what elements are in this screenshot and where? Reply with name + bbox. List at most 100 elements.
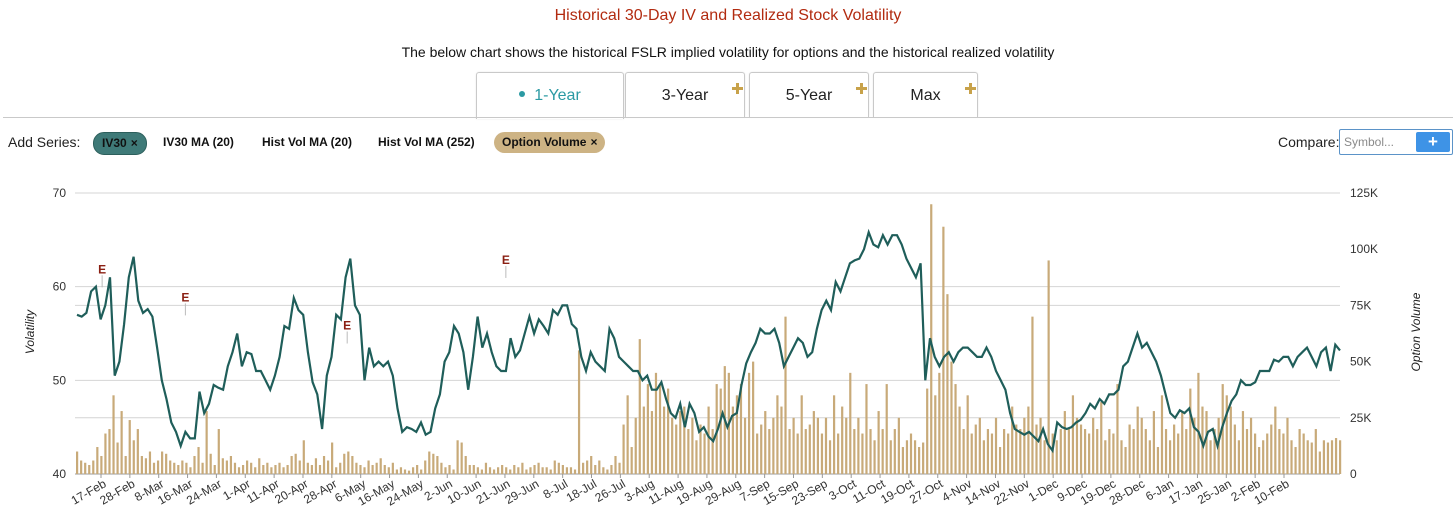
volume-bar (367, 460, 370, 474)
volume-bar (517, 467, 520, 474)
volume-bar (294, 453, 297, 474)
series-chip-iv30[interactable]: IV30 × (93, 132, 147, 155)
volume-bar (492, 469, 496, 474)
volume-bar (411, 467, 415, 474)
x-tick-label: 18-Jul (564, 476, 599, 504)
volume-bar (569, 467, 573, 474)
option-volume-bars (76, 204, 1342, 475)
volume-bar (747, 372, 751, 474)
volume-bar (634, 417, 637, 474)
volume-bar (177, 465, 180, 474)
volume-bar (541, 467, 544, 474)
close-icon[interactable]: × (590, 135, 598, 149)
volume-bar (108, 429, 111, 474)
volume-bar (128, 420, 131, 474)
volume-bar (1128, 424, 1131, 474)
volume-bar (1298, 429, 1301, 474)
earnings-marker-label: E (502, 253, 510, 267)
volume-bar (1156, 447, 1160, 474)
volume-bar (1144, 429, 1147, 474)
volume-bar (962, 429, 965, 474)
volume-bar (1116, 384, 1119, 474)
volume-bar (808, 424, 811, 474)
volume-bar (497, 467, 500, 474)
volume-bar (1339, 440, 1342, 474)
volume-bar (695, 440, 698, 474)
volume-bar (1205, 411, 1208, 474)
tab-divider (3, 117, 1453, 118)
volume-bar (1266, 433, 1269, 474)
chip-label: Option Volume (502, 135, 587, 149)
volume-bar (1003, 429, 1006, 474)
volume-bar (480, 469, 484, 474)
volume-bar (1047, 260, 1050, 474)
volume-bar (877, 411, 880, 474)
volume-bar (76, 451, 79, 474)
volume-bar (84, 462, 87, 474)
series-chip-hist-vol-ma-252[interactable]: Hist Vol MA (252) (378, 135, 475, 149)
volume-bar (711, 429, 714, 474)
y-right-tick-label: 0 (1350, 467, 1357, 481)
volume-bar (642, 406, 645, 474)
volume-bar (756, 433, 759, 474)
compare-symbol-input[interactable] (1340, 130, 1418, 154)
volume-bar (213, 465, 216, 474)
volume-bar (262, 465, 265, 474)
volume-bar (654, 372, 658, 474)
volume-bar (735, 395, 739, 474)
volume-bar (375, 462, 378, 474)
volume-bar (221, 458, 224, 474)
volume-bar (233, 462, 237, 474)
volume-bar (359, 465, 362, 474)
volume-bar (193, 456, 196, 474)
volume-bar (845, 417, 848, 474)
volume-bar (1031, 316, 1034, 474)
volume-bar (691, 417, 694, 474)
volume-bar (905, 440, 909, 474)
volume-bar (399, 467, 403, 474)
volume-bar (800, 395, 803, 474)
volume-bar (1185, 429, 1188, 474)
volume-bar (776, 395, 779, 474)
volume-bar (942, 226, 945, 474)
close-icon[interactable]: × (130, 136, 138, 150)
volume-bar (1189, 388, 1192, 474)
volume-bar (893, 429, 896, 474)
series-chip-hist-vol-ma-20[interactable]: Hist Vol MA (20) (262, 135, 353, 149)
volume-bar (339, 462, 342, 474)
volume-bar (918, 447, 921, 474)
volume-bar (513, 465, 516, 474)
volume-bar (246, 460, 249, 474)
volume-bar (1027, 406, 1030, 474)
x-axis-ticks: 17-Feb28-Feb8-Mar16-Mar24-Mar1-Apr11-Apr… (69, 474, 1292, 509)
series-chip-iv30-ma-20[interactable]: IV30 MA (20) (163, 135, 234, 149)
series-chip-option-volume[interactable]: Option Volume × (494, 132, 606, 153)
volume-bar (897, 417, 900, 474)
volume-bar (331, 442, 334, 474)
volume-bar (1120, 440, 1123, 474)
volume-bar (881, 429, 884, 474)
volume-bar (966, 395, 969, 474)
tab-label: 3-Year (661, 87, 709, 104)
compare-add-button[interactable]: + (1416, 132, 1450, 152)
tab-3-year[interactable]: 3-Year (625, 72, 745, 117)
volume-bar (1197, 372, 1200, 474)
volume-bar (1059, 429, 1062, 474)
volume-bar (760, 424, 763, 474)
volume-bar (250, 462, 253, 474)
volume-bar (913, 440, 917, 474)
volume-bar (347, 451, 350, 474)
volume-bar (820, 433, 824, 474)
volume-bar (501, 465, 504, 474)
volume-bar (152, 462, 156, 474)
volume-bar (1088, 433, 1091, 474)
tab-1-year[interactable]: 1-Year (476, 72, 624, 119)
volume-bar (622, 424, 625, 474)
volume-bar (788, 429, 791, 474)
tab-max[interactable]: Max (873, 72, 978, 117)
volume-bar (1035, 424, 1038, 474)
tab-5-year[interactable]: 5-Year (749, 72, 869, 117)
volume-bar (189, 467, 192, 474)
volume-bar (602, 467, 605, 474)
volume-bar (614, 456, 617, 474)
